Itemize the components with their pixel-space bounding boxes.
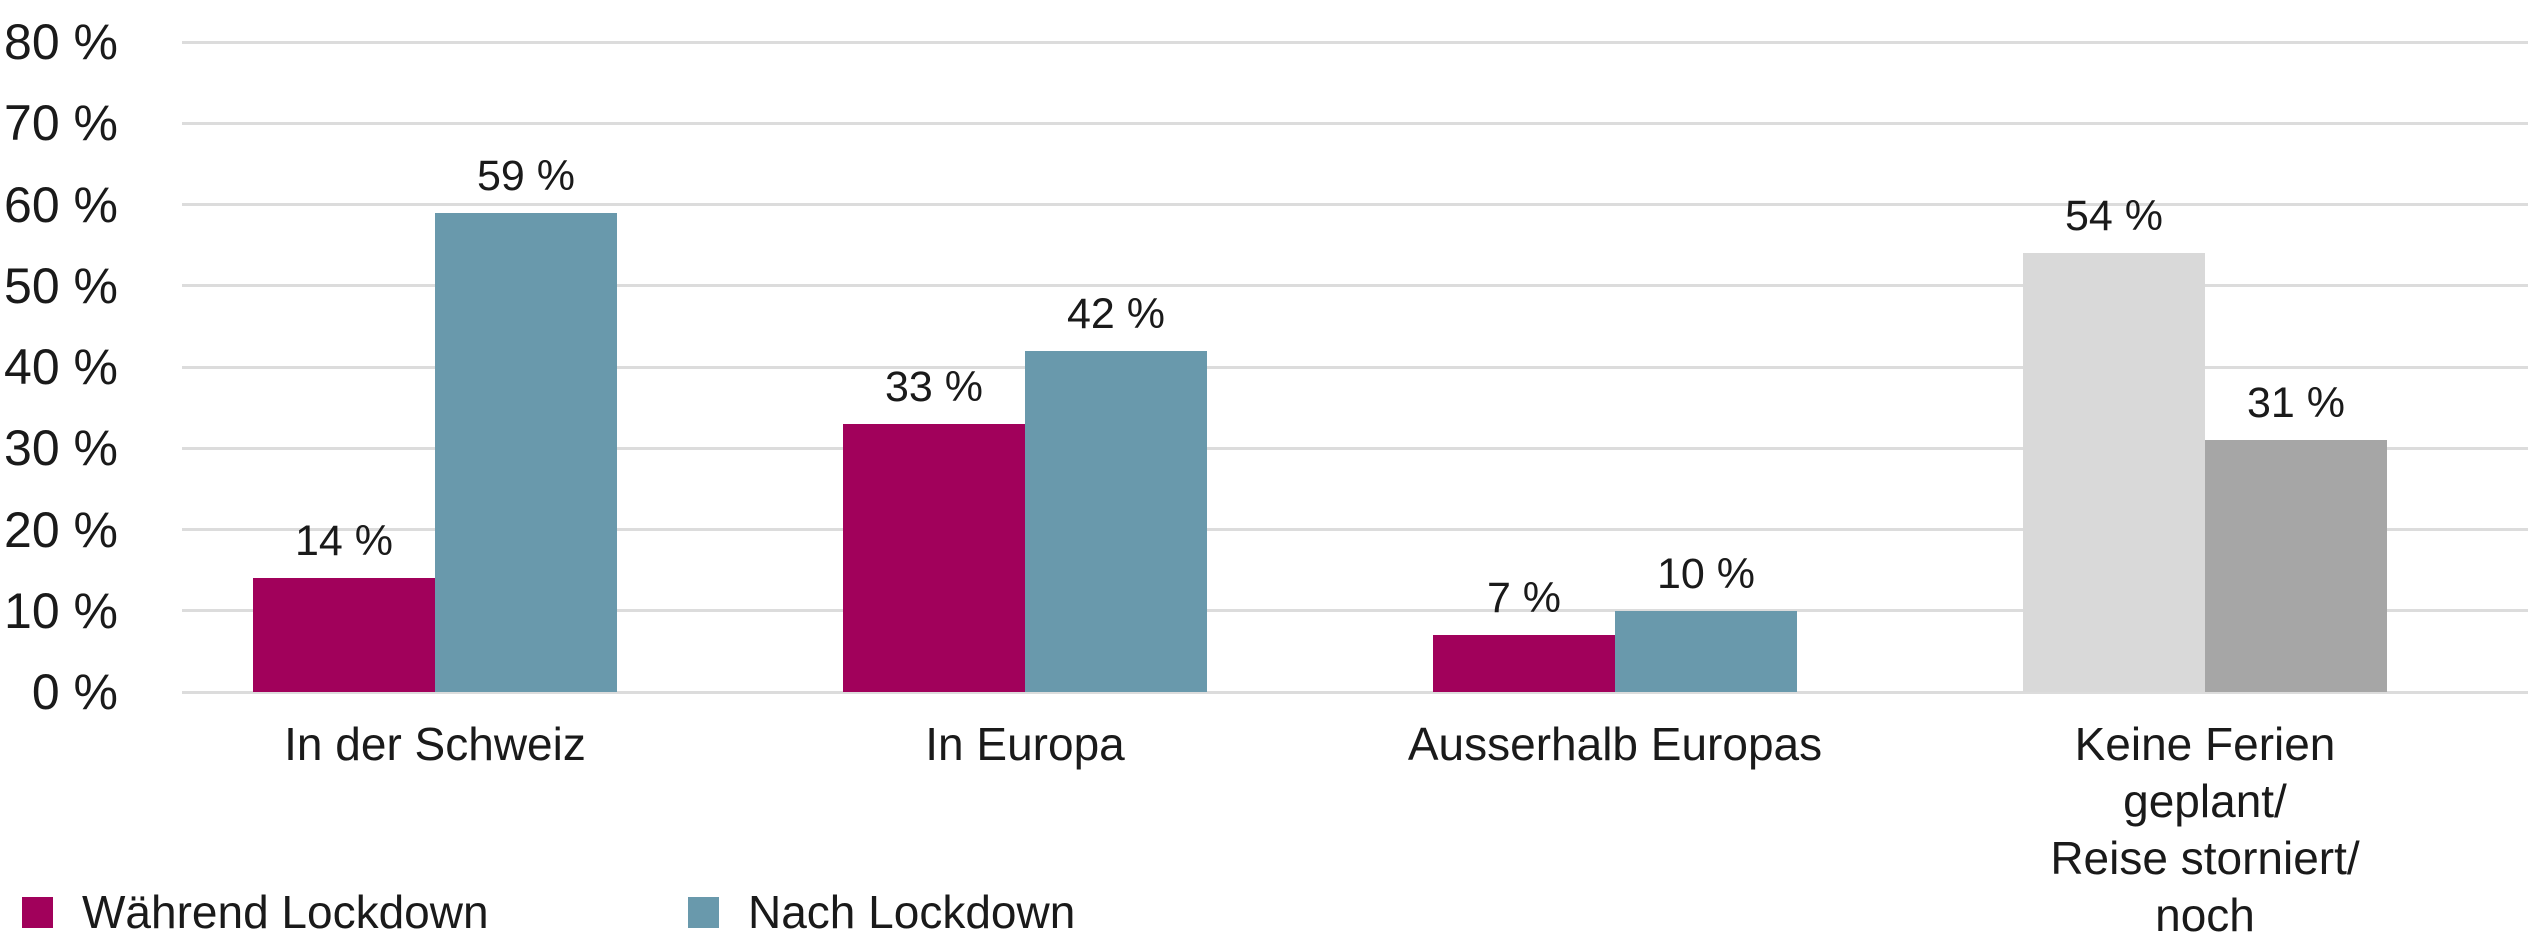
legend-label-waehrend-lockdown: Während Lockdown — [82, 886, 489, 938]
plot-area: 14 % 33 % 7 % 54 % 59 % 42 % 10 % 31 % — [182, 40, 2528, 694]
legend-label-nach-lockdown: Nach Lockdown — [748, 886, 1076, 938]
gridline — [182, 365, 2528, 369]
value-label: 14 % — [294, 517, 394, 566]
category-label: In Europa — [925, 718, 1125, 770]
gridline — [182, 609, 2528, 613]
value-label: 54 % — [2064, 192, 2164, 241]
category-label: Ausserhalb Europas — [1407, 718, 1823, 770]
y-axis: 0 % 10 % 20 % 30 % 40 % 50 % 60 % 70 % 80 % — [0, 17, 118, 717]
y-tick-label: 10 % — [4, 582, 118, 639]
value-label: 10 % — [1656, 549, 1756, 598]
y-tick-label: 50 % — [4, 257, 118, 314]
legend-item-waehrend-lockdown: Während Lockdown — [22, 884, 489, 940]
y-tick-label: 60 % — [4, 176, 118, 233]
legend-item-nach-lockdown: Nach Lockdown — [688, 884, 1075, 940]
y-tick-label: 40 % — [4, 339, 118, 395]
bar — [1433, 635, 1615, 692]
bar — [2023, 253, 2205, 692]
gridline — [182, 40, 2528, 44]
bar — [253, 578, 435, 692]
value-label: 42 % — [1066, 289, 1166, 338]
value-label: 7 % — [1486, 574, 1562, 623]
bar — [2205, 440, 2387, 692]
value-label: 33 % — [884, 362, 984, 411]
bar — [843, 423, 1025, 692]
legend-swatch-nach-lockdown — [688, 896, 719, 928]
gridline — [182, 284, 2528, 288]
gridline — [182, 121, 2528, 125]
bar — [1615, 610, 1797, 692]
gridline — [182, 446, 2528, 450]
category-label: Keine Ferien geplant/ Reise storniert/ n… — [2050, 718, 2360, 941]
value-label: 59 % — [476, 151, 576, 200]
category-label: In der Schweiz — [284, 718, 586, 770]
gridline — [182, 690, 2528, 694]
y-tick-label: 80 % — [4, 14, 118, 70]
gridline — [182, 203, 2528, 206]
gridline — [182, 528, 2528, 531]
x-axis-category-labels: In der Schweiz In Europa Ausserhalb Europa… — [182, 716, 2528, 941]
y-tick-label: 70 % — [4, 95, 118, 152]
bar — [435, 212, 617, 692]
legend-swatch-waehrend-lockdown — [22, 896, 53, 928]
y-tick-label: 0 % — [31, 664, 118, 720]
y-tick-label: 30 % — [4, 420, 118, 477]
value-label: 31 % — [2246, 379, 2346, 428]
y-tick-label: 20 % — [4, 501, 118, 558]
bar — [1025, 350, 1207, 692]
